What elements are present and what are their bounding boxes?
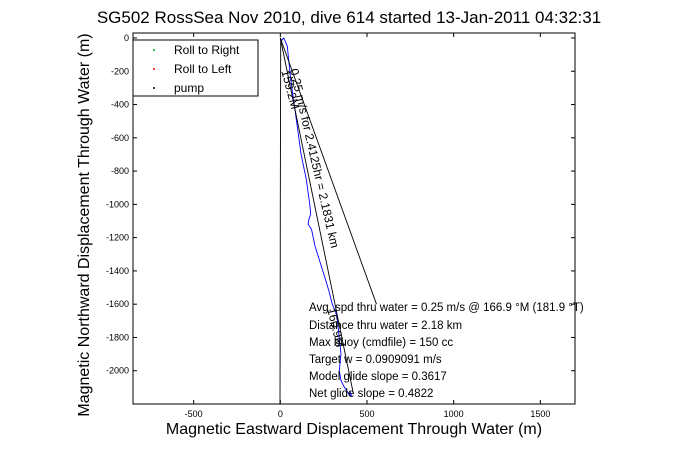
annotation-distance: Distance thru water = 2.18 km [309, 320, 462, 332]
y-tick-label: -2000 [106, 366, 129, 376]
legend-marker-pump [153, 87, 155, 89]
y-tick-label: -1600 [106, 299, 129, 309]
annotation-model-glide: Model glide slope = 0.3617 [309, 371, 447, 383]
x-tick-label: 0 [278, 409, 283, 419]
x-tick-label: 1500 [530, 409, 550, 419]
y-tick-label: -800 [111, 166, 129, 176]
series-line-2 [279, 37, 377, 305]
x-tick-label: -500 [185, 409, 203, 419]
legend-label-roll-right: Roll to Right [174, 43, 240, 57]
series-line-0 [279, 37, 353, 397]
legend-label-pump: pump [174, 81, 204, 95]
annotation-avg-speed: Avg. spd thru water = 0.25 m/s @ 166.9 °… [309, 302, 584, 314]
plot-frame [132, 32, 576, 405]
y-tick-label: -600 [111, 133, 129, 143]
y-tick-label: -200 [111, 66, 129, 76]
legend: Roll to Right Roll to Left pump [132, 39, 259, 97]
legend-marker-roll-left [153, 68, 155, 70]
annotation-max-buoy: Max buoy (cmdfile) = 150 cc [309, 337, 453, 349]
y-tick-label: -1400 [106, 266, 129, 276]
annotation-net-glide: Net glide slope = 0.4822 [309, 388, 433, 400]
annotation-target-w: Target w = 0.0909091 m/s [309, 354, 442, 366]
legend-marker-roll-right [153, 49, 155, 51]
annotations: Avg. spd thru water = 0.25 m/s @ 166.9 °… [309, 302, 584, 400]
y-tick-label: -1000 [106, 199, 129, 209]
chart-title: SG502 RossSea Nov 2010, dive 614 started… [97, 8, 601, 27]
x-tick-label: 500 [359, 409, 374, 419]
y-tick-label: -400 [111, 100, 129, 110]
y-tick-label: 0 [124, 33, 129, 43]
x-tick-label: 1000 [444, 409, 464, 419]
series-line-3 [279, 37, 282, 405]
y-axis-label: Magnetic Northward Displacement Through … [76, 33, 93, 416]
legend-label-roll-left: Roll to Left [174, 62, 232, 76]
series-line-1 [279, 37, 354, 393]
y-tick-label: -1800 [106, 332, 129, 342]
x-axis-label: Magnetic Eastward Displacement Through W… [166, 421, 542, 438]
y-tick-label: -1200 [106, 233, 129, 243]
